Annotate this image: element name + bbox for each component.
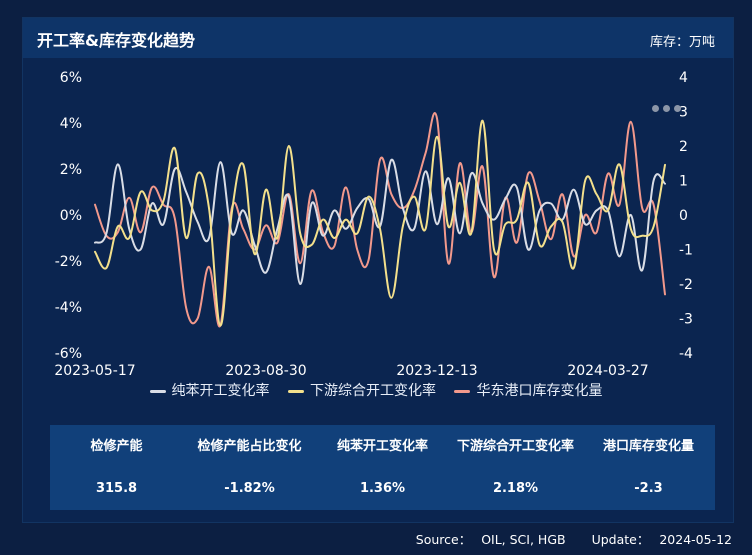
y-right-tick-label: 3 bbox=[679, 105, 688, 121]
update-value: 2024-05-12 bbox=[659, 532, 732, 547]
legend-item-port-inventory[interactable]: 华东港口库存变化量 bbox=[454, 380, 602, 400]
header-maintenance-share-change: 检修产能占比变化 bbox=[197, 439, 302, 454]
inventory-unit-label: 库存：万吨 bbox=[649, 35, 715, 50]
y-left-tick-label: -2% bbox=[55, 254, 82, 270]
y-right-tick-label: 2 bbox=[679, 139, 688, 155]
value-downstream-rate: 2.18% bbox=[492, 481, 539, 496]
chart-title: 开工率&库存变化趋势 bbox=[37, 31, 195, 50]
legend-item-downstream-rate[interactable]: 下游综合开工变化率 bbox=[288, 380, 436, 400]
header-port-inventory: 港口库存变化量 bbox=[602, 439, 694, 454]
series-line-port-inventory bbox=[94, 112, 666, 328]
header-benzene-rate: 纯苯开工变化率 bbox=[336, 439, 428, 454]
y-right-tick-label: -4 bbox=[679, 346, 693, 362]
y-left-tick-label: 6% bbox=[60, 70, 82, 86]
panel-header: 开工率&库存变化趋势 库存：万吨 bbox=[23, 18, 733, 58]
header-maintenance-capacity: 检修产能 bbox=[90, 439, 143, 454]
series-line-downstream-rate bbox=[94, 119, 666, 327]
value-benzene-rate: 1.36% bbox=[359, 481, 406, 496]
source-value: OIL, SCI, HGB bbox=[481, 532, 566, 547]
value-maintenance-capacity: 315.8 bbox=[95, 481, 138, 496]
more-options-icon[interactable] bbox=[652, 97, 685, 116]
value-maintenance-share-change: -1.82% bbox=[224, 481, 275, 496]
y-right-tick-label: 4 bbox=[679, 70, 688, 86]
y-right-tick-label: -2 bbox=[679, 277, 693, 293]
y-right-tick-label: 0 bbox=[679, 208, 688, 224]
summary-table: 检修产能 检修产能占比变化 纯苯开工变化率 下游综合开工变化率 港口库存变化量 … bbox=[50, 425, 715, 510]
source-label: Source： bbox=[415, 532, 472, 547]
update-label: Update： bbox=[591, 532, 650, 547]
y-right-tick-label: -1 bbox=[679, 243, 693, 259]
x-tick-label: 2023-12-13 bbox=[396, 363, 477, 379]
y-left-tick-label: -4% bbox=[55, 300, 82, 316]
legend-item-benzene-rate[interactable]: 纯苯开工变化率 bbox=[149, 380, 270, 400]
x-tick-label: 2023-08-30 bbox=[225, 363, 306, 379]
y-left-tick-label: 0% bbox=[60, 208, 82, 224]
x-tick-label: 2024-03-27 bbox=[567, 363, 648, 379]
y-right-tick-label: -3 bbox=[679, 312, 693, 328]
y-left-tick-label: 2% bbox=[60, 162, 82, 178]
summary-header-row: 检修产能 检修产能占比变化 纯苯开工变化率 下游综合开工变化率 港口库存变化量 bbox=[50, 425, 715, 469]
y-right-tick-label: 1 bbox=[679, 174, 688, 190]
y-left-tick-label: 4% bbox=[60, 116, 82, 132]
header-downstream-rate: 下游综合开工变化率 bbox=[456, 439, 574, 454]
footer: Source： OIL, SCI, HGB Update： 2024-05-12 bbox=[410, 529, 732, 548]
value-port-inventory: -2.3 bbox=[634, 481, 663, 496]
summary-value-row: 315.8 -1.82% 1.36% 2.18% -2.3 bbox=[50, 469, 715, 509]
chart-legend: 纯苯开工变化率 下游综合开工变化率 华东港口库存变化量 bbox=[0, 380, 752, 400]
x-tick-label: 2023-05-17 bbox=[54, 363, 135, 379]
y-left-tick-label: -6% bbox=[55, 346, 82, 362]
